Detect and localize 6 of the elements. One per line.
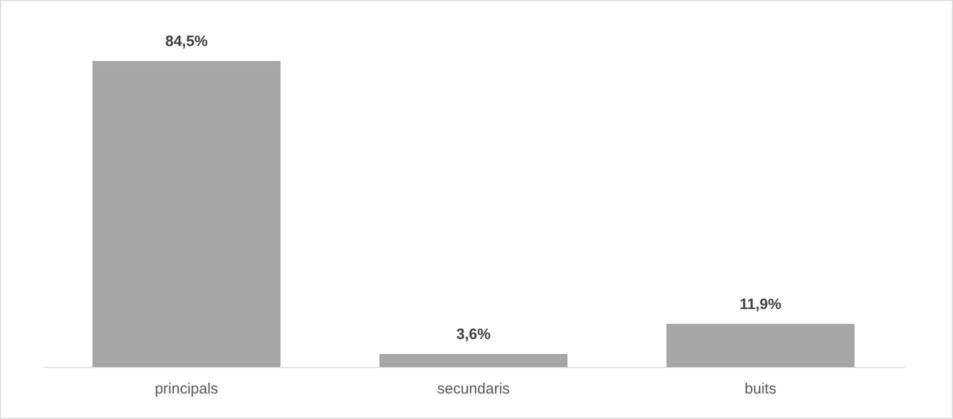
- data-label: 11,9%: [740, 296, 782, 313]
- data-label: 3,6%: [456, 326, 491, 343]
- x-tick-label: principals: [154, 380, 218, 398]
- x-tick-label: buits: [744, 380, 776, 398]
- data-label: 84,5%: [165, 33, 208, 50]
- x-tick-label: secundaris: [437, 380, 510, 398]
